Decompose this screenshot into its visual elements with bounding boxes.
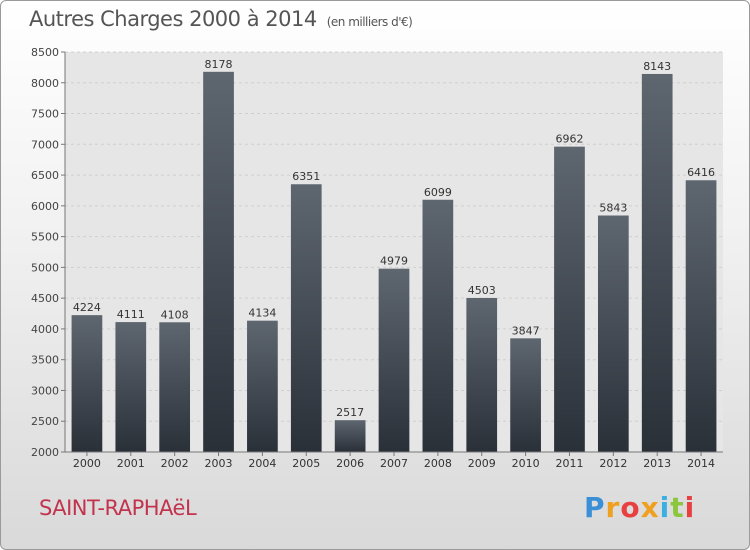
- commune-name: SAINT-RAPHAëL: [39, 496, 197, 520]
- data-label: 8178: [205, 58, 233, 71]
- data-label: 4108: [161, 308, 189, 321]
- data-label: 3847: [512, 324, 540, 337]
- bar: [685, 180, 717, 452]
- y-tick-label: 5000: [31, 261, 59, 274]
- bar: [597, 215, 629, 452]
- x-tick-label: 2014: [687, 457, 715, 470]
- bar: [334, 420, 366, 452]
- y-tick-label: 8000: [31, 77, 59, 90]
- x-tick-label: 2008: [424, 457, 452, 470]
- y-tick-label: 6000: [31, 200, 59, 213]
- y-tick-label: 7500: [31, 108, 59, 121]
- x-tick-label: 2013: [643, 457, 671, 470]
- bars: 4224 4111 4108 8178 4134 6351 2517 4979 6099 4503…: [71, 58, 717, 453]
- x-tick-label: 2009: [468, 457, 496, 470]
- data-label: 4224: [73, 301, 101, 314]
- bar: [71, 315, 103, 452]
- logo-letter: o: [620, 491, 641, 524]
- x-tick-label: 2001: [117, 457, 145, 470]
- data-label: 6416: [687, 166, 715, 179]
- x-tick-label: 2010: [512, 457, 540, 470]
- x-tick-label: 2012: [599, 457, 627, 470]
- data-label: 4503: [468, 284, 496, 297]
- x-tick-label: 2011: [555, 457, 583, 470]
- logo-letter: t: [670, 491, 685, 524]
- data-label: 8143: [643, 60, 671, 73]
- x-tick-label: 2002: [161, 457, 189, 470]
- bar: [115, 322, 147, 452]
- y-tick-label: 4000: [31, 323, 59, 336]
- logo-letter: x: [640, 491, 660, 524]
- y-tick-label: 2500: [31, 415, 59, 428]
- bar: [247, 320, 278, 452]
- logo-letter: r: [605, 491, 621, 524]
- y-axis: 2000 2500 3000 3500 4000 4500 5000 5500 6000 6500…: [31, 46, 66, 459]
- bar: [466, 297, 498, 452]
- y-tick-label: 3000: [31, 384, 59, 397]
- x-tick-label: 2000: [73, 457, 101, 470]
- logo-letter: i: [684, 491, 696, 524]
- logo-letter: i: [659, 491, 671, 524]
- y-tick-label: 3500: [31, 354, 59, 367]
- data-label: 4111: [117, 308, 145, 321]
- bar: [159, 322, 191, 452]
- x-tick-label: 2005: [292, 457, 320, 470]
- y-tick-label: 4500: [31, 292, 59, 305]
- x-tick-label: 2004: [248, 457, 276, 470]
- y-tick-label: 5500: [31, 231, 59, 244]
- bar: [641, 73, 673, 452]
- x-tick-label: 2006: [336, 457, 364, 470]
- x-tick-label: 2007: [380, 457, 408, 470]
- data-label: 6962: [555, 133, 583, 146]
- chart-title-text: Autres Charges 2000 à 2014: [29, 7, 317, 31]
- y-tick-label: 8500: [31, 46, 59, 59]
- y-tick-label: 6500: [31, 169, 59, 182]
- data-label: 6351: [292, 170, 320, 183]
- logo-letter: P: [584, 491, 606, 524]
- x-axis: 2000 2001 2002 2003 2004 2005 2006 2007 2008 2009…: [65, 451, 723, 470]
- proxiti-logo[interactable]: Proxiti: [584, 491, 695, 524]
- y-tick-label: 2000: [31, 446, 59, 459]
- chart-unit: (en milliers d'€): [326, 15, 413, 29]
- data-label: 5843: [599, 202, 627, 215]
- bar: [554, 146, 585, 452]
- data-label: 4134: [248, 307, 276, 320]
- bar: [290, 184, 322, 452]
- bar: [422, 199, 454, 452]
- bar: [510, 338, 541, 452]
- data-label: 4979: [380, 255, 408, 268]
- x-tick-label: 2003: [205, 457, 233, 470]
- chart-title: Autres Charges 2000 à 2014 (en milliers d…: [29, 7, 413, 31]
- bar: [203, 71, 234, 453]
- bar-chart: 2000 2500 3000 3500 4000 4500 5000 5500 6000 6500…: [31, 46, 723, 470]
- data-label: 2517: [336, 406, 364, 419]
- bar: [378, 268, 410, 452]
- data-label: 6099: [424, 186, 452, 199]
- y-tick-label: 7000: [31, 138, 59, 151]
